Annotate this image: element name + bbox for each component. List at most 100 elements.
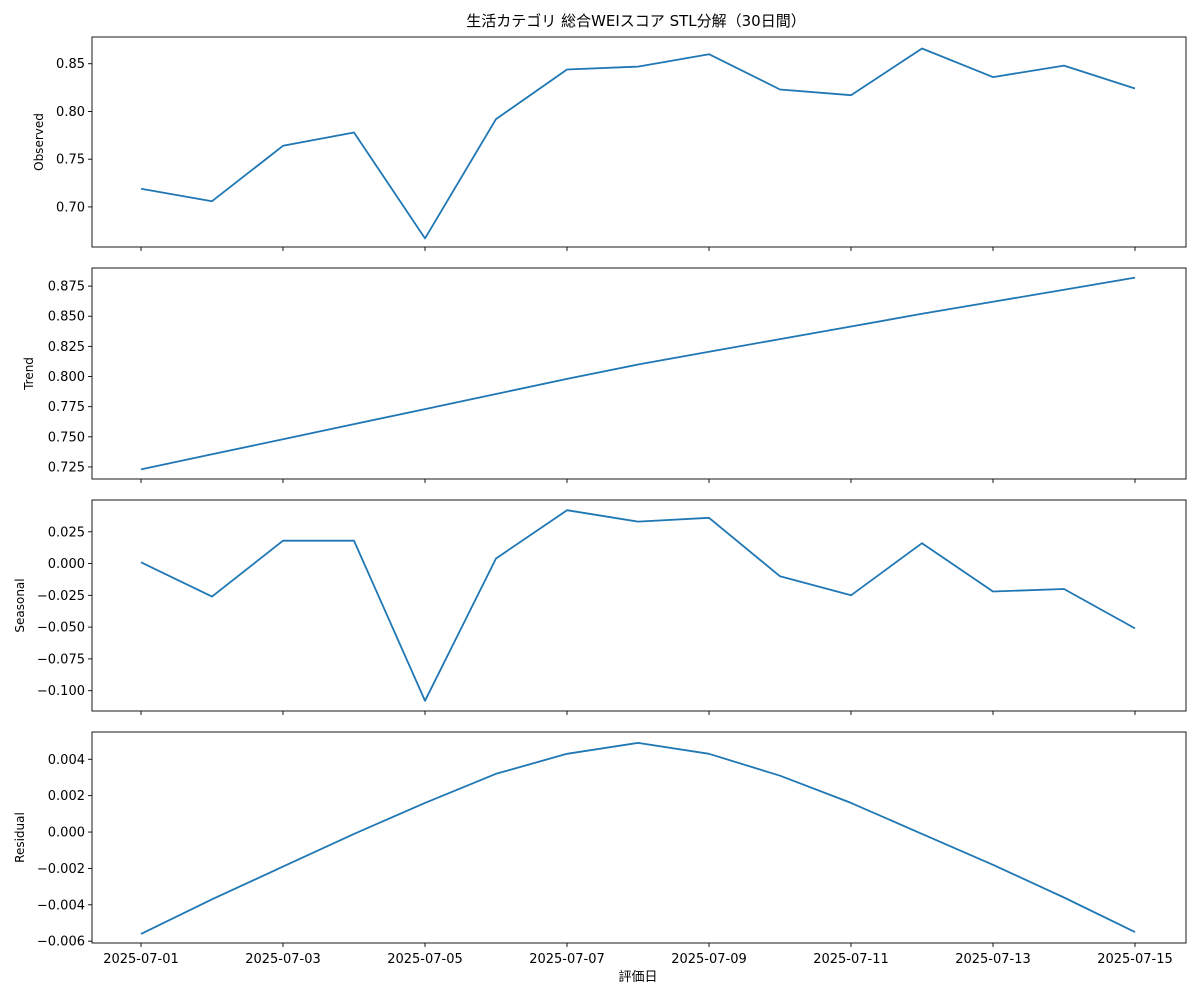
data-point-trend: [353, 423, 355, 425]
data-point-trend: [992, 301, 994, 303]
y-tick-label: −0.100: [37, 684, 85, 699]
y-tick-label: −0.004: [37, 898, 85, 913]
data-point-residual: [1134, 931, 1136, 933]
data-point-seasonal: [708, 517, 710, 519]
panel-frame-observed: [91, 36, 1187, 248]
x-tick-label: 2025-07-03: [245, 952, 321, 967]
data-point-seasonal: [140, 561, 142, 563]
y-tick-label: 0.85: [56, 57, 85, 72]
series-line-seasonal: [140, 509, 1136, 702]
data-point-seasonal: [921, 542, 923, 544]
data-point-residual: [282, 866, 284, 868]
data-point-trend: [495, 393, 497, 395]
panel-frame-trend: [91, 267, 1187, 480]
y-axis-label-seasonal: Seasonal: [13, 578, 27, 632]
data-point-trend: [921, 313, 923, 315]
data-point-observed: [921, 47, 923, 49]
data-point-seasonal: [566, 509, 568, 511]
data-point-seasonal: [1134, 627, 1136, 629]
data-point-residual: [1063, 897, 1065, 899]
data-point-observed: [140, 188, 142, 190]
data-point-seasonal: [424, 700, 426, 702]
y-tick-label: 0.850: [48, 310, 85, 325]
data-point-trend: [637, 363, 639, 365]
y-tick-label: 0.825: [48, 340, 85, 355]
y-tick-label: −0.002: [37, 862, 85, 877]
data-point-residual: [779, 775, 781, 777]
y-tick-label: 0.004: [48, 753, 85, 768]
data-point-trend: [779, 338, 781, 340]
data-point-observed: [353, 131, 355, 133]
y-tick-label: −0.050: [37, 621, 85, 636]
data-point-observed: [779, 89, 781, 91]
x-tick-label: 2025-07-09: [671, 952, 747, 967]
data-point-seasonal: [779, 575, 781, 577]
x-tick-label: 2025-07-05: [387, 952, 463, 967]
data-point-trend: [211, 453, 213, 455]
data-point-residual: [140, 933, 142, 935]
y-tick-label: 0.75: [56, 153, 85, 168]
series-line-trend: [140, 276, 1136, 471]
panel-frame-seasonal: [91, 499, 1187, 712]
x-tick-label: 2025-07-15: [1097, 952, 1173, 967]
y-tick-label: −0.006: [37, 935, 85, 950]
data-point-trend: [424, 408, 426, 410]
data-point-residual: [637, 742, 639, 744]
data-point-seasonal: [353, 540, 355, 542]
y-tick-label: 0.725: [48, 460, 85, 475]
series-line-residual: [140, 742, 1136, 935]
data-point-observed: [1134, 88, 1136, 90]
x-axis-label: 評価日: [618, 970, 658, 985]
data-point-seasonal: [850, 594, 852, 596]
series-line-observed: [140, 47, 1136, 240]
x-tick-label: 2025-07-01: [103, 952, 179, 967]
y-tick-label: 0.80: [56, 105, 85, 120]
data-point-residual: [850, 802, 852, 804]
y-tick-label: 0.002: [48, 789, 85, 804]
x-tick-label: 2025-07-07: [529, 952, 605, 967]
x-tick-label: 2025-07-11: [813, 952, 889, 967]
y-axis-label-trend: Trend: [22, 357, 36, 391]
data-point-residual: [495, 773, 497, 775]
data-point-trend: [1063, 289, 1065, 291]
y-tick-label: 0.000: [48, 826, 85, 841]
y-axis-label-observed: Observed: [32, 113, 46, 171]
data-point-observed: [495, 118, 497, 120]
data-point-trend: [282, 438, 284, 440]
data-point-seasonal: [1063, 588, 1065, 590]
y-tick-label: 0.750: [48, 430, 85, 445]
data-point-trend: [850, 325, 852, 327]
x-tick-label: 2025-07-13: [955, 952, 1031, 967]
data-point-observed: [850, 94, 852, 96]
y-tick-label: 0.875: [48, 280, 85, 295]
data-point-trend: [708, 351, 710, 353]
data-point-residual: [424, 802, 426, 804]
y-tick-label: 0.800: [48, 370, 85, 385]
y-tick-label: −0.075: [37, 652, 85, 667]
data-point-observed: [1063, 65, 1065, 67]
data-point-seasonal: [211, 596, 213, 598]
data-point-trend: [1134, 277, 1136, 279]
data-point-observed: [708, 53, 710, 55]
y-tick-label: −0.025: [37, 589, 85, 604]
data-point-seasonal: [495, 557, 497, 559]
data-point-seasonal: [637, 521, 639, 523]
data-point-residual: [353, 833, 355, 835]
data-point-seasonal: [992, 591, 994, 593]
data-point-observed: [992, 76, 994, 78]
y-tick-label: 0.000: [48, 557, 85, 572]
data-point-seasonal: [282, 540, 284, 542]
data-point-observed: [282, 145, 284, 147]
data-point-observed: [566, 68, 568, 70]
data-point-observed: [424, 237, 426, 239]
data-point-observed: [637, 66, 639, 68]
data-point-trend: [140, 468, 142, 470]
y-axis-label-residual: Residual: [13, 812, 27, 863]
data-point-residual: [992, 864, 994, 866]
y-tick-label: 0.025: [48, 525, 85, 540]
panel-frame-residual: [91, 731, 1187, 944]
y-tick-label: 0.70: [56, 200, 85, 215]
data-point-residual: [566, 753, 568, 755]
